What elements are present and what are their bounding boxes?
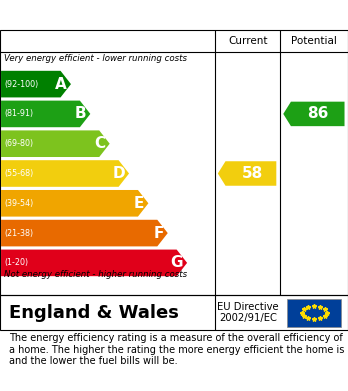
Text: Energy Efficiency Rating: Energy Efficiency Rating [9,7,219,23]
Text: 86: 86 [307,106,329,122]
Polygon shape [1,130,110,157]
Text: D: D [112,166,125,181]
Text: 58: 58 [241,166,263,181]
Text: G: G [171,255,183,271]
Text: EU Directive
2002/91/EC: EU Directive 2002/91/EC [217,302,279,323]
Text: F: F [153,226,164,240]
Polygon shape [283,102,345,126]
Polygon shape [1,100,90,127]
Text: Very energy efficient - lower running costs: Very energy efficient - lower running co… [4,54,187,63]
Text: (69-80): (69-80) [5,139,34,148]
Text: (92-100): (92-100) [5,80,39,89]
Text: A: A [55,77,67,91]
Text: England & Wales: England & Wales [9,303,179,321]
Text: C: C [94,136,105,151]
Polygon shape [1,71,71,97]
Text: E: E [134,196,144,211]
Polygon shape [1,249,187,276]
Polygon shape [1,220,168,246]
Polygon shape [218,161,276,186]
Text: (1-20): (1-20) [5,258,29,267]
Polygon shape [1,190,148,217]
Text: Not energy efficient - higher running costs: Not energy efficient - higher running co… [4,270,187,279]
Text: B: B [74,106,86,122]
Text: (55-68): (55-68) [5,169,34,178]
Text: (81-91): (81-91) [5,109,34,118]
Text: The energy efficiency rating is a measure of the overall efficiency of a home. T: The energy efficiency rating is a measur… [9,333,344,366]
Bar [287,298,341,326]
Text: (21-38): (21-38) [5,229,34,238]
Text: (39-54): (39-54) [5,199,34,208]
Text: Potential: Potential [291,36,337,46]
Polygon shape [1,160,129,187]
Text: Current: Current [228,36,268,46]
